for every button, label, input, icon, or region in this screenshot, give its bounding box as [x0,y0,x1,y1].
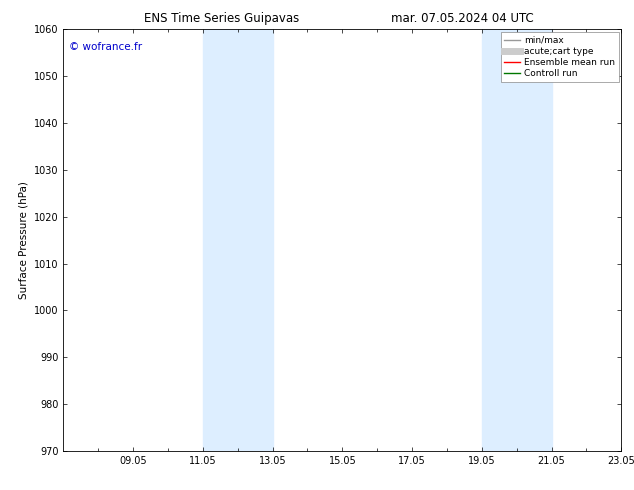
Bar [482,29,552,451]
Text: © wofrance.fr: © wofrance.fr [69,42,142,52]
Text: mar. 07.05.2024 04 UTC: mar. 07.05.2024 04 UTC [391,12,534,25]
Bar [203,29,273,451]
Legend: min/max, acute;cart type, Ensemble mean run, Controll run: min/max, acute;cart type, Ensemble mean … [500,32,619,82]
Text: ENS Time Series Guipavas: ENS Time Series Guipavas [145,12,299,25]
Y-axis label: Surface Pressure (hPa): Surface Pressure (hPa) [18,181,29,299]
